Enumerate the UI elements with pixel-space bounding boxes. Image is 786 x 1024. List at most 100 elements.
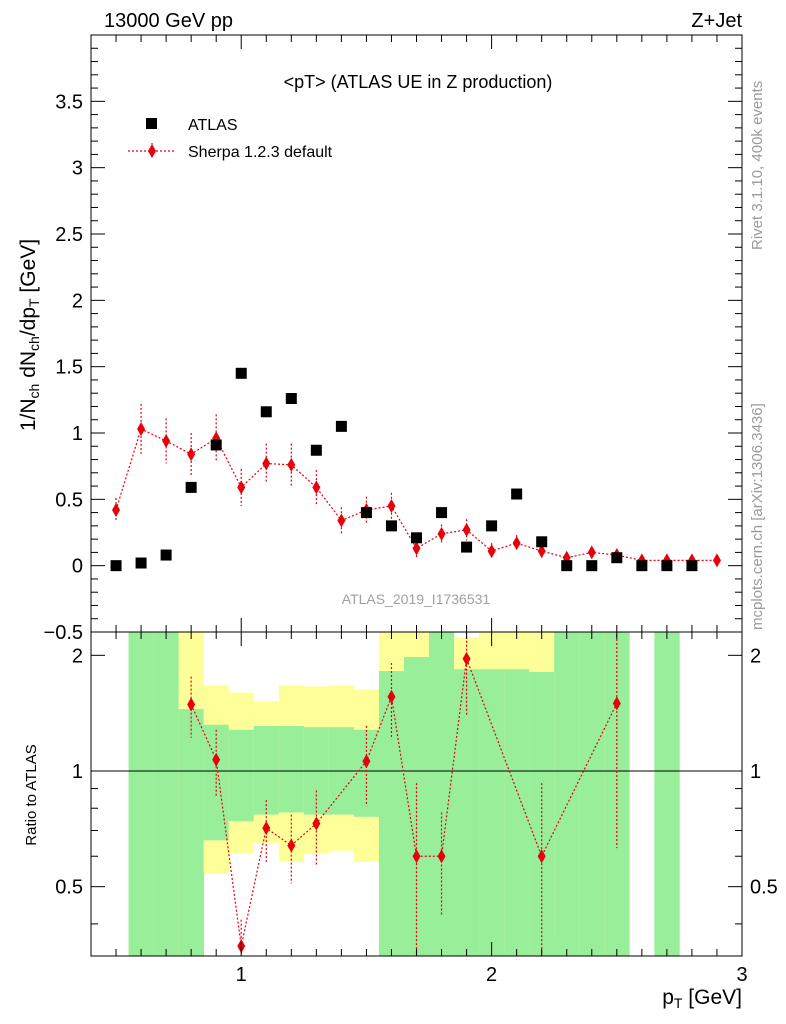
main-y-tick-label: 3: [72, 158, 83, 180]
main-y-axis-label: 1/Nch dNch/dpT [GeV]: [17, 239, 42, 431]
atlas-point: [561, 560, 573, 572]
rivet-version-label: Rivet 3.1.10, 400k events: [749, 81, 766, 250]
atlas-point: [611, 552, 623, 564]
ratio-inner-band: [153, 632, 179, 956]
ratio-inner-band: [479, 669, 505, 956]
main-y-tick-label: 2: [72, 290, 83, 312]
main-y-tick-label: 1.5: [55, 357, 83, 379]
sherpa-point: [137, 422, 146, 437]
main-y-tick-label: 3.5: [55, 91, 83, 113]
main-y-tick-label: −0.5: [44, 622, 83, 644]
ratio-y-tick-label-right: 2: [750, 645, 761, 667]
legend: ATLAS Sherpa 1.2.3 default: [128, 117, 333, 161]
atlas-point: [110, 560, 122, 572]
sherpa-point: [712, 553, 721, 568]
ratio-sherpa-point: [212, 752, 221, 767]
ratio-inner-band: [554, 632, 580, 956]
ratio-inner-band: [278, 725, 305, 813]
ratio-inner-band: [228, 729, 255, 822]
legend-atlas-label: ATLAS: [188, 117, 238, 134]
ratio-sherpa-point: [312, 816, 321, 831]
sherpa-point: [312, 480, 321, 495]
main-y-tick-label: 2.5: [55, 224, 83, 246]
ratio-y-tick-label-right: 1: [750, 761, 761, 783]
atlas-point: [360, 507, 372, 519]
ratio-sherpa-point: [437, 849, 446, 864]
process-label: Z+Jet: [691, 10, 742, 32]
atlas-point: [461, 541, 473, 553]
ratio-inner-band: [454, 669, 480, 956]
atlas-point: [185, 481, 197, 493]
ratio-sherpa-point: [462, 651, 471, 666]
ratio-inner-band: [429, 632, 455, 956]
atlas-point: [686, 560, 698, 572]
legend-atlas-marker: [146, 118, 157, 129]
atlas-point: [586, 560, 598, 572]
sherpa-point: [162, 433, 171, 448]
ratio-inner-band: [378, 671, 405, 956]
ratio-sherpa-point: [387, 689, 396, 704]
ratio-inner-band: [604, 632, 630, 956]
mcplots-credit-label: mcplots.cern.ch [arXiv:1306.3436]: [749, 403, 766, 630]
atlas-point: [536, 536, 548, 548]
atlas-point: [486, 520, 498, 532]
sherpa-point: [487, 544, 496, 559]
main-y-tick-label: 1: [72, 423, 83, 445]
plot-title: <pT> (ATLAS UE in Z production): [284, 72, 553, 92]
ratio-panel: 0.5 0.5 1 1 2 2 1 2 3 Ratio to ATLAS pT [GeV]: [23, 631, 778, 1011]
atlas-point: [310, 444, 322, 456]
ratio-inner-band: [579, 632, 605, 956]
sherpa-point: [512, 536, 521, 551]
sherpa-point: [337, 513, 346, 528]
atlas-point: [335, 420, 347, 432]
ratio-inner-band: [529, 671, 555, 956]
analysis-watermark: ATLAS_2019_I1736531: [342, 591, 491, 607]
atlas-point: [636, 560, 648, 572]
ratio-y-tick-label-right: 0.5: [750, 877, 778, 899]
sherpa-point: [537, 544, 546, 559]
atlas-point: [235, 367, 247, 379]
sherpa-point: [237, 480, 246, 495]
atlas-point: [160, 549, 172, 561]
atlas-point: [511, 488, 523, 500]
x-tick-label: 1: [236, 964, 247, 986]
atlas-point: [661, 560, 673, 572]
main-panel: −0.5 0 0.5 1 1.5 2 2.5 3 3.5 1/Nch dNch/dpT [GeV…: [17, 34, 743, 644]
sherpa-point: [287, 457, 296, 472]
ratio-inner-band: [128, 632, 154, 956]
x-tick-label: 2: [486, 964, 497, 986]
legend-sherpa-marker: [148, 144, 156, 158]
x-tick-label: 3: [736, 964, 747, 986]
main-y-tick-label: 0.5: [55, 489, 83, 511]
atlas-point: [210, 439, 222, 451]
ratio-sherpa-point: [537, 849, 546, 864]
collision-energy-label: 13000 GeV pp: [104, 10, 233, 32]
legend-sherpa-label: Sherpa 1.2.3 default: [188, 144, 333, 161]
atlas-point: [436, 507, 448, 519]
ratio-inner-band: [178, 708, 204, 956]
atlas-point: [385, 520, 397, 532]
sherpa-point: [437, 526, 446, 541]
sherpa-point: [462, 522, 471, 537]
ratio-sherpa-point: [187, 697, 196, 712]
ratio-sherpa-point: [612, 696, 621, 711]
atlas-point: [411, 532, 422, 544]
sherpa-point: [187, 447, 196, 462]
sherpa-point: [387, 498, 396, 513]
sherpa-point: [587, 545, 596, 560]
ratio-y-tick-label: 2: [72, 645, 83, 667]
sherpa-point: [412, 541, 421, 556]
sherpa-point: [112, 502, 121, 517]
ratio-sherpa-point: [287, 838, 296, 853]
atlas-point: [260, 406, 272, 418]
atlas-point: [135, 557, 147, 569]
ratio-inner-band: [253, 725, 280, 815]
main-y-tick-label: 0: [72, 556, 83, 578]
atlas-point: [285, 393, 297, 405]
x-axis-label: pT [GeV]: [662, 986, 742, 1011]
sherpa-point: [262, 456, 271, 471]
ratio-sherpa-point: [362, 754, 371, 769]
ratio-y-axis-label: Ratio to ATLAS: [23, 744, 40, 845]
ratio-sherpa-point: [262, 821, 271, 836]
